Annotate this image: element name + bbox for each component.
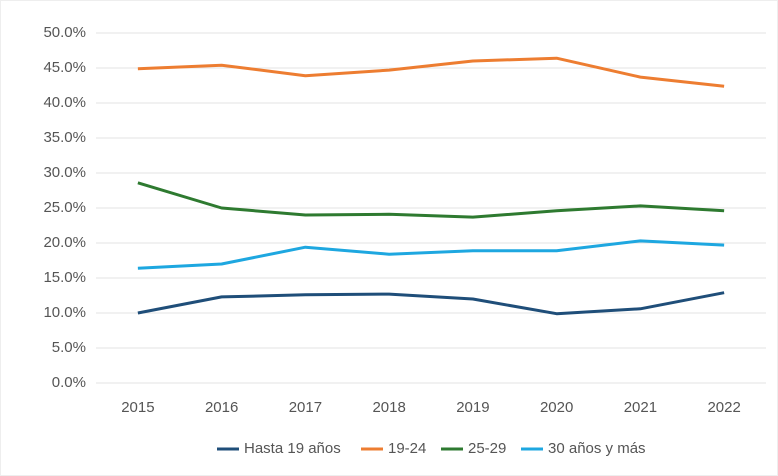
series-line <box>137 181 725 219</box>
series-line <box>137 56 725 88</box>
y-tick-label: 25.0% <box>43 199 86 216</box>
y-tick-label: 15.0% <box>43 269 86 286</box>
x-tick-label: 2015 <box>121 399 154 416</box>
x-tick-label: 2019 <box>456 399 489 416</box>
x-tick-label: 2022 <box>707 399 740 416</box>
x-tick-label: 2021 <box>624 399 657 416</box>
legend-label: 30 años y más <box>548 440 646 457</box>
y-tick-label: 10.0% <box>43 304 86 321</box>
y-tick-label: 40.0% <box>43 94 86 111</box>
y-tick-label: 20.0% <box>43 234 86 251</box>
y-tick-label: 5.0% <box>52 339 86 356</box>
y-tick-label: 50.0% <box>43 24 86 41</box>
legend-label: Hasta 19 años <box>244 440 341 457</box>
y-tick-label: 0.0% <box>52 374 86 391</box>
legend-label: 25-29 <box>468 440 506 457</box>
y-tick-label: 45.0% <box>43 59 86 76</box>
y-tick-label: 35.0% <box>43 129 86 146</box>
series-line <box>137 239 725 270</box>
x-tick-label: 2020 <box>540 399 573 416</box>
legend-label: 19-24 <box>388 440 426 457</box>
x-tick-label: 2017 <box>289 399 322 416</box>
series-line <box>137 291 725 316</box>
x-tick-label: 2018 <box>372 399 405 416</box>
y-tick-label: 30.0% <box>43 164 86 181</box>
x-tick-label: 2016 <box>205 399 238 416</box>
